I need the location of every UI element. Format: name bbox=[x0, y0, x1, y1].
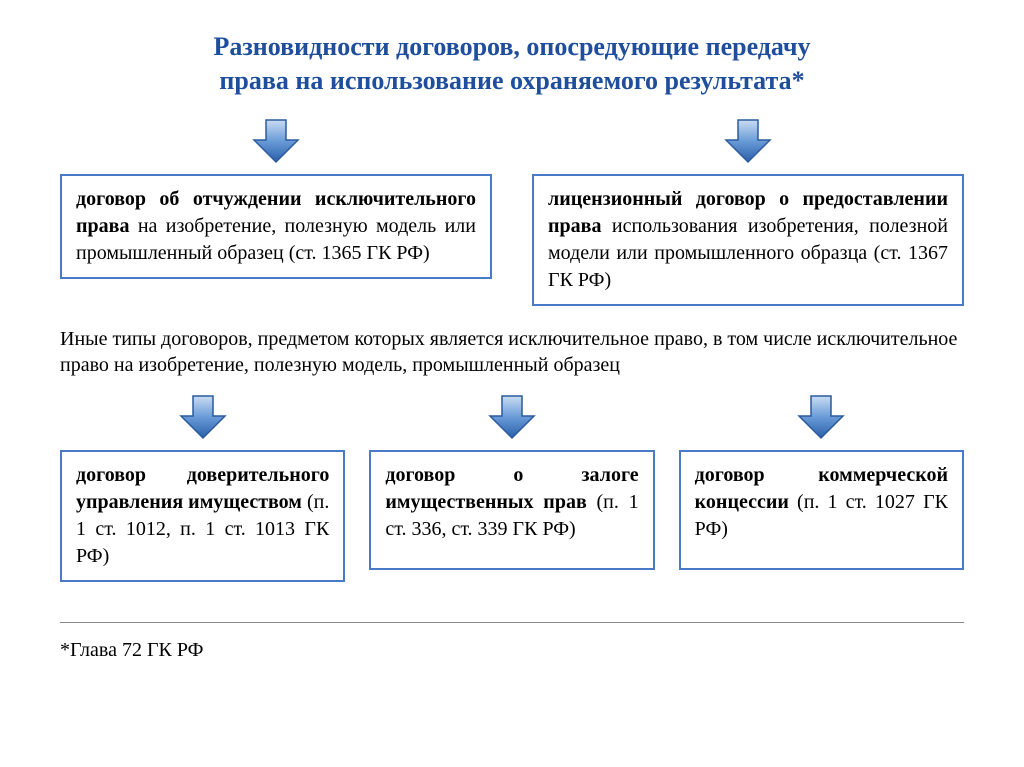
top-row: договор об отчуждении исключительного пр… bbox=[60, 116, 964, 306]
arrow-down-icon bbox=[248, 116, 304, 166]
bottom-box-1-bold: договор доверительного управления имущес… bbox=[76, 464, 329, 513]
bottom-box-2: договор о залоге имущественных прав (п. … bbox=[369, 450, 654, 570]
top-column-1: договор об отчуждении исключительного пр… bbox=[60, 116, 492, 306]
title-line-2: права на использование охраняемого резул… bbox=[219, 66, 804, 95]
divider bbox=[60, 622, 964, 623]
arrow-down-icon bbox=[484, 392, 540, 442]
arrow-down-icon bbox=[793, 392, 849, 442]
top-box-2: лицензионный договор о предоставлении пр… bbox=[532, 174, 964, 306]
middle-paragraph: Иные типы договоров, предметом которых я… bbox=[60, 326, 964, 378]
arrow-down-icon bbox=[720, 116, 776, 166]
bottom-box-1: договор доверительного управления имущес… bbox=[60, 450, 345, 582]
bottom-box-3: договор коммерческой концессии (п. 1 ст.… bbox=[679, 450, 964, 570]
bottom-column-3: договор коммерческой концессии (п. 1 ст.… bbox=[679, 392, 964, 582]
top-box-1: договор об отчуждении исключительного пр… bbox=[60, 174, 492, 279]
bottom-row: договор доверительного управления имущес… bbox=[60, 392, 964, 582]
footnote: *Глава 72 ГК РФ bbox=[60, 639, 964, 662]
title-line-1: Разновидности договоров, опосредующие пе… bbox=[213, 32, 810, 61]
diagram-title: Разновидности договоров, опосредующие пе… bbox=[60, 30, 964, 98]
top-column-2: лицензионный договор о предоставлении пр… bbox=[532, 116, 964, 306]
top-box-1-rest: на изобретение, полезную модель или пром… bbox=[76, 215, 476, 264]
bottom-column-2: договор о залоге имущественных прав (п. … bbox=[369, 392, 654, 582]
arrow-down-icon bbox=[175, 392, 231, 442]
bottom-column-1: договор доверительного управления имущес… bbox=[60, 392, 345, 582]
top-box-2-rest: использования изобретения, полезной моде… bbox=[548, 215, 948, 291]
